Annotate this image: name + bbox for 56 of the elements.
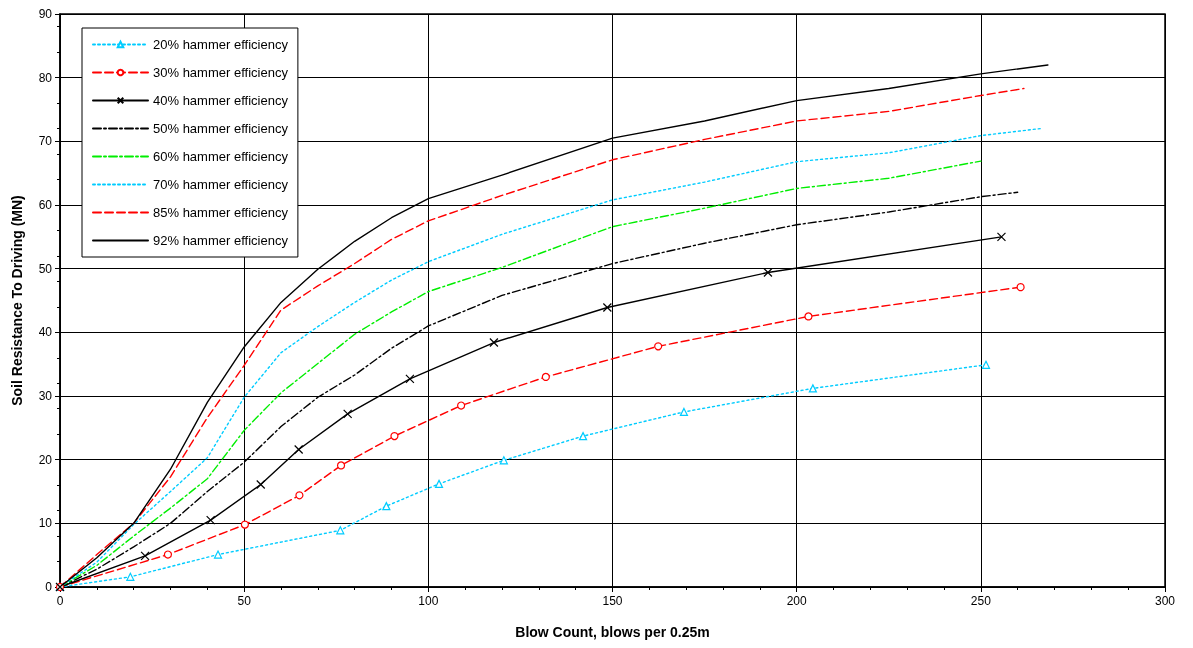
y-tick-label: 20 [38, 452, 53, 467]
point [382, 502, 391, 511]
legend-label: 20% hammer efficiency [153, 37, 289, 52]
y-tick-label: 10 [38, 516, 53, 531]
point [390, 432, 399, 441]
point [457, 401, 466, 410]
point [294, 444, 304, 455]
legend-label: 40% hammer efficiency [153, 93, 289, 108]
y-tick-label: 90 [38, 7, 53, 21]
point [336, 526, 345, 535]
point [126, 572, 135, 581]
y-tick-label: 30 [38, 389, 53, 403]
x-tick-label: 250 [970, 594, 992, 608]
y-tick-label: 50 [38, 261, 53, 276]
point [240, 520, 249, 529]
y-axis-title: Soil Resistance To Driving (MN) [9, 195, 25, 406]
x-tick-label: 300 [1154, 594, 1176, 608]
point [654, 342, 663, 351]
point [213, 550, 223, 559]
y-tick-label: 0 [45, 580, 53, 594]
x-tick-label: 0 [56, 594, 64, 608]
y-tick-label: 40 [38, 325, 53, 340]
point [578, 432, 588, 441]
x-tick-label: 50 [237, 594, 252, 608]
y-tick-label: 70 [38, 134, 53, 149]
legend-label: 85% hammer efficiency [153, 205, 289, 220]
point [679, 407, 689, 417]
point [434, 479, 444, 488]
point [140, 551, 150, 561]
point [541, 372, 550, 381]
point [1016, 283, 1025, 292]
y-tick-label: 60 [38, 198, 53, 212]
x-axis-title: Blow Count, blows per 0.25m [515, 624, 710, 640]
point [499, 456, 508, 465]
point [602, 302, 612, 313]
x-tick-label: 150 [602, 594, 623, 608]
legend-label: 70% hammer efficiency [153, 177, 289, 192]
point [489, 337, 499, 348]
point [996, 232, 1007, 242]
x-tick-label: 100 [418, 594, 439, 608]
y-tick-label: 80 [38, 70, 53, 85]
legend-label: 92% hammer efficiency [153, 233, 289, 248]
legend-label: 30% hammer efficiency [153, 65, 289, 80]
point [808, 384, 817, 393]
point [256, 479, 266, 490]
point [163, 550, 173, 559]
point [981, 360, 991, 369]
point [336, 461, 346, 470]
point [295, 491, 304, 500]
point [804, 312, 813, 321]
point [405, 374, 415, 384]
legend-label: 50% hammer efficiency [153, 121, 289, 136]
x-tick-label: 200 [786, 594, 807, 608]
legend-label: 60% hammer efficiency [153, 149, 289, 164]
point [343, 409, 353, 419]
point [206, 515, 216, 525]
